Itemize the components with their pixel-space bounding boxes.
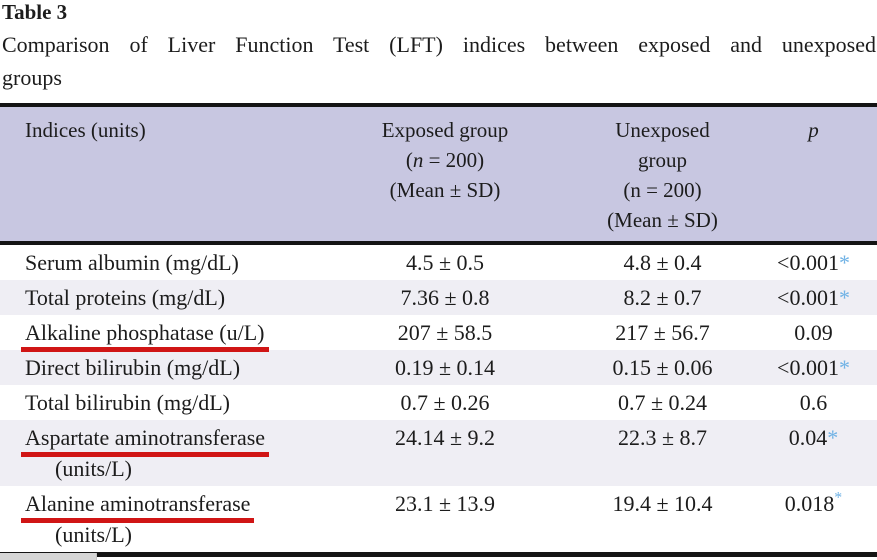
row-label-cell: Serum albumin (mg/dL) — [0, 243, 315, 280]
header-cell-indices: Indices (units) — [0, 105, 315, 245]
row-label-cell: Direct bilirubin (mg/dL) — [0, 350, 315, 385]
table-row: Total proteins (mg/dL) 7.36 ± 0.8 8.2 ± … — [0, 280, 877, 315]
p-value-cell: 0.018* — [750, 486, 877, 555]
row-label: Alanine aminotransferase — [20, 491, 255, 523]
exposed-value: 0.19 ± 0.14 — [315, 350, 575, 385]
table-row: Total bilirubin (mg/dL) 0.7 ± 0.26 0.7 ±… — [0, 385, 877, 420]
exposed-value: 0.7 ± 0.26 — [400, 390, 490, 415]
cropped-gray-box — [0, 553, 97, 560]
header-cell-unexposed: Unexposed group (n = 200) (Mean ± SD) — [575, 105, 750, 245]
lft-comparison-table: Indices (units) Exposed group (n = 200) … — [0, 103, 877, 557]
row-label-cell: Alkaline phosphatase (u/L) — [0, 315, 315, 352]
significance-asterisk: * — [838, 285, 850, 310]
p-value-cell: <0.001* — [750, 243, 877, 280]
significance-asterisk: * — [834, 489, 843, 507]
table-row: Alkaline phosphatase (u/L) 207 ± 58.5 21… — [0, 315, 877, 352]
p-value: <0.001 — [777, 250, 839, 275]
table-row: Alanine aminotransferase (units/L) 23.1 ±… — [0, 486, 877, 555]
p-value-cell: 0.6 — [750, 385, 877, 420]
table-title: Table 3 — [2, 0, 68, 24]
row-label-cell: Total proteins (mg/dL) — [0, 280, 315, 315]
exposed-value: 24.14 ± 9.2 — [315, 420, 575, 486]
header-unexposed-line3: (n = 200) — [623, 178, 702, 202]
n-equals-value: = 200) — [423, 148, 485, 172]
p-value-cell: 0.04* — [750, 420, 877, 486]
header-unexposed-line4: (Mean ± SD) — [607, 208, 718, 232]
header-unexposed-line2: group — [638, 148, 687, 172]
table-row: Aspartate aminotransferase (units/L) 24.1… — [0, 420, 877, 486]
table-header-row: Indices (units) Exposed group (n = 200) … — [0, 105, 877, 245]
caption-line-2: groups — [2, 65, 62, 90]
header-exposed-line3: (Mean ± SD) — [389, 178, 501, 202]
significance-asterisk: * — [838, 355, 850, 380]
significance-asterisk: * — [838, 250, 850, 275]
row-label: Alkaline phosphatase (u/L) — [21, 320, 268, 352]
row-label: Direct bilirubin (mg/dL) — [25, 355, 241, 380]
p-value-cell: 0.09 — [750, 315, 877, 350]
exposed-value: 4.5 ± 0.5 — [405, 250, 485, 275]
unexposed-value: 0.7 ± 0.24 — [617, 390, 708, 415]
exposed-value: 7.36 ± 0.8 — [315, 280, 575, 315]
caption-line-1: Comparison of Liver Function Test (LFT) … — [2, 32, 876, 57]
significance-asterisk: * — [827, 425, 839, 450]
row-label-cell: Aspartate aminotransferase (units/L) — [0, 420, 315, 486]
row-label-cell: Alanine aminotransferase (units/L) — [0, 486, 315, 555]
table-caption: Comparison of Liver Function Test (LFT) … — [2, 28, 876, 94]
p-value: 0.018 — [784, 491, 835, 516]
p-value-cell: <0.001* — [750, 350, 877, 385]
unexposed-value: 22.3 ± 8.7 — [575, 420, 750, 486]
table-row: Serum albumin (mg/dL) 4.5 ± 0.5 4.8 ± 0.… — [0, 243, 877, 280]
row-label-cell: Total bilirubin (mg/dL) — [0, 385, 315, 420]
unexposed-value: 8.2 ± 0.7 — [575, 280, 750, 315]
p-header-label: p — [808, 118, 819, 142]
header-exposed-line2: (n = 200) — [315, 145, 575, 175]
header-unexposed-line1: Unexposed — [615, 118, 710, 142]
header-cell-p: p — [750, 105, 877, 245]
n-paren-open: ( — [405, 148, 413, 172]
unexposed-value: 0.15 ± 0.06 — [575, 350, 750, 385]
p-value: 0.6 — [799, 390, 828, 415]
p-value: 0.09 — [794, 320, 833, 345]
row-label: Total proteins (mg/dL) — [25, 285, 226, 310]
row-label: Total bilirubin (mg/dL) — [25, 390, 230, 415]
row-label: Aspartate aminotransferase — [20, 425, 270, 457]
p-value-cell: <0.001* — [750, 280, 877, 315]
exposed-value: 23.1 ± 13.9 — [394, 491, 496, 516]
p-value: 0.04 — [788, 425, 828, 450]
n-italic: n — [412, 148, 424, 172]
row-sublabel: (units/L) — [55, 522, 132, 547]
unexposed-value: 4.8 ± 0.4 — [623, 250, 702, 275]
p-value: <0.001 — [777, 285, 839, 310]
unexposed-value: 217 ± 56.7 — [615, 320, 710, 345]
row-sublabel: (units/L) — [55, 456, 132, 481]
header-indices-label: Indices (units) — [25, 118, 146, 142]
exposed-value: 207 ± 58.5 — [397, 320, 493, 345]
unexposed-value: 19.4 ± 10.4 — [612, 491, 713, 516]
header-cell-exposed: Exposed group (n = 200) (Mean ± SD) — [315, 105, 575, 245]
table-row: Direct bilirubin (mg/dL) 0.19 ± 0.14 0.1… — [0, 350, 877, 385]
row-label: Serum albumin (mg/dL) — [25, 250, 239, 275]
p-value: <0.001 — [777, 355, 839, 380]
header-exposed-line1: Exposed group — [381, 118, 509, 142]
